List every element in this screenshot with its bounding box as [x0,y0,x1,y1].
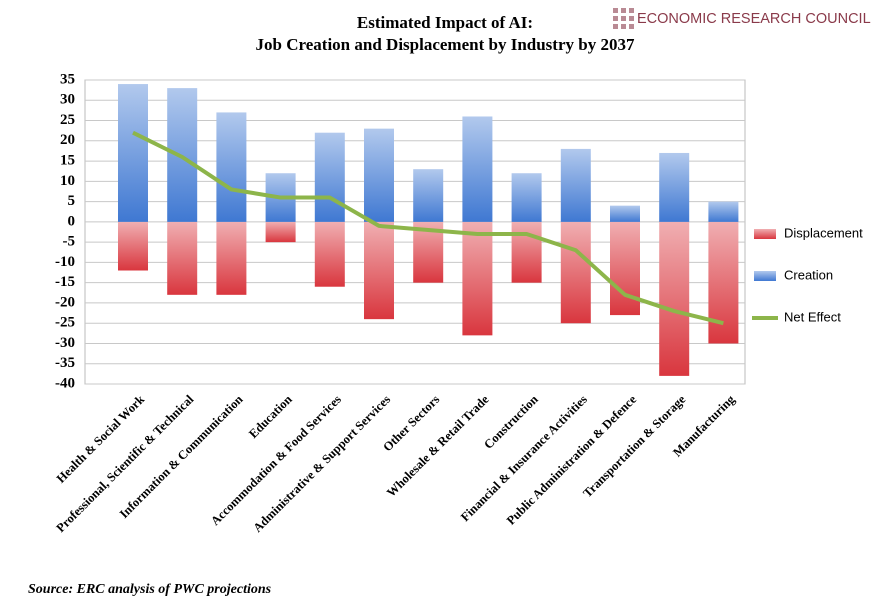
net-line [132,130,724,326]
x-tick-label: Health & Social Work [54,392,147,485]
bar [314,132,345,222]
bar [610,221,640,316]
bar [560,148,591,222]
y-tick-label: 35 [60,71,75,87]
y-tick-label: 5 [68,193,76,209]
x-tick-label: Wholesale & Retail Trade [384,392,492,500]
y-tick-label: 30 [60,92,75,108]
logo-text: ECONOMIC RESEARCH COUNCIL [637,11,871,27]
logo: ECONOMIC RESEARCH COUNCIL [613,8,871,29]
y-tick-label: -35 [55,355,75,371]
bar [413,169,444,222]
bar [265,221,296,243]
bar [659,152,690,222]
y-tick-label: -40 [55,375,75,391]
bar [708,221,739,344]
bar [314,221,345,287]
bar [560,221,591,324]
legend-label: Creation [784,267,833,282]
bar [462,116,493,222]
legend-label: Displacement [784,225,863,240]
bar [118,84,148,222]
y-tick-label: -20 [55,294,75,310]
chart-title: Estimated Impact of AI: [357,13,533,32]
y-tick-label: 25 [60,112,75,128]
bar [610,205,640,222]
y-tick-label: -25 [55,315,75,331]
y-tick-label: 0 [68,213,76,229]
x-tick-label: Education [246,392,295,441]
legend-swatch [754,229,776,239]
y-tick-label: 10 [60,173,75,189]
y-tick-label: -15 [55,274,75,290]
legend-label: Net Effect [784,309,841,324]
y-tick-label: 20 [60,132,75,148]
bar [216,221,247,295]
bar [216,112,247,222]
y-tick-label: -30 [55,335,75,351]
legend-swatch [754,271,776,281]
y-tick-label: -5 [63,234,76,250]
y-tick-label: -10 [55,254,75,270]
bar [708,201,739,222]
bar [118,221,148,271]
chart-subtitle: Job Creation and Displacement by Industr… [256,35,635,54]
bar [364,221,394,320]
bar [511,221,542,283]
bar [659,221,690,376]
bar [364,128,394,222]
bar [511,173,542,222]
y-tick-label: 15 [60,153,75,169]
source-note: Source: ERC analysis of PWC projections [28,582,272,597]
x-tick-label: Transportation & Storage [580,392,688,500]
bar [167,221,198,295]
bar [462,221,493,336]
